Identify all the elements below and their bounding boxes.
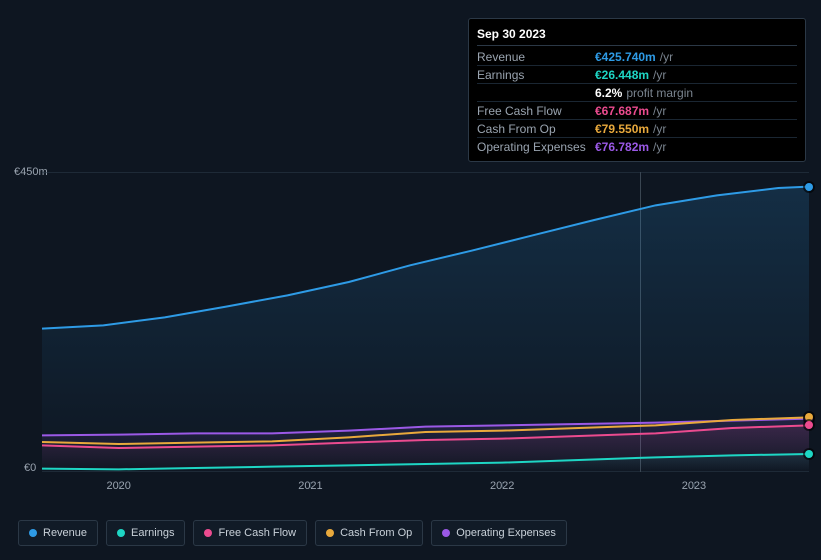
tooltip-row: Operating Expenses€76.782m/yr (477, 138, 797, 155)
legend-dot-icon (326, 529, 334, 537)
tooltip-row-label: Revenue (477, 50, 595, 64)
end-dot-cash-from-op (805, 413, 813, 421)
end-dot-free-cash-flow (805, 421, 813, 429)
tooltip-row: Revenue€425.740m/yr (477, 48, 797, 66)
legend-label: Operating Expenses (456, 527, 556, 539)
tooltip-row-label: Cash From Op (477, 122, 595, 136)
tooltip-row-value: €76.782m (595, 140, 649, 154)
legend-dot-icon (117, 529, 125, 537)
tooltip-row-unit: profit margin (626, 86, 693, 100)
chart-area: €450m €0 2020202120222023 (18, 160, 809, 490)
tooltip-row-value: €79.550m (595, 122, 649, 136)
x-axis-label: 2022 (490, 480, 514, 492)
legend-label: Revenue (43, 527, 87, 539)
legend-label: Cash From Op (340, 527, 412, 539)
x-axis-label: 2021 (298, 480, 322, 492)
tooltip-row-label: Earnings (477, 68, 595, 82)
tooltip-rows: Revenue€425.740m/yrEarnings€26.448m/yr6.… (477, 48, 797, 155)
legend: Revenue Earnings Free Cash Flow Cash From O… (18, 520, 567, 546)
tooltip-row-unit: /yr (653, 104, 666, 118)
legend-label: Earnings (131, 527, 174, 539)
tooltip-row-unit: /yr (653, 140, 666, 154)
legend-earnings[interactable]: Earnings (106, 520, 185, 546)
tooltip-row: Earnings€26.448m/yr (477, 66, 797, 84)
legend-cash-from-op[interactable]: Cash From Op (315, 520, 423, 546)
end-dot-earnings (805, 450, 813, 458)
x-axis-label: 2020 (106, 480, 130, 492)
tooltip-row-value: €26.448m (595, 68, 649, 82)
chart-plot[interactable]: 2020202120222023 (42, 172, 809, 472)
tooltip-row-label: Operating Expenses (477, 140, 595, 154)
end-dot-revenue (805, 183, 813, 191)
legend-revenue[interactable]: Revenue (18, 520, 98, 546)
tooltip-date: Sep 30 2023 (477, 25, 797, 46)
tooltip-row-unit: /yr (660, 50, 673, 64)
tooltip-row-value: €67.687m (595, 104, 649, 118)
legend-dot-icon (442, 529, 450, 537)
y-axis-label-min: €0 (24, 462, 36, 474)
chart-tooltip: Sep 30 2023 Revenue€425.740m/yrEarnings€… (468, 18, 806, 162)
chart-svg (42, 172, 809, 472)
x-axis-label: 2023 (682, 480, 706, 492)
legend-dot-icon (29, 529, 37, 537)
tooltip-row: 6.2% profit margin (477, 84, 797, 102)
legend-operating-expenses[interactable]: Operating Expenses (431, 520, 567, 546)
tooltip-row: Cash From Op€79.550m/yr (477, 120, 797, 138)
tooltip-row-value: 6.2% (595, 86, 622, 100)
tooltip-row-label: Free Cash Flow (477, 104, 595, 118)
tooltip-row-unit: /yr (653, 68, 666, 82)
legend-free-cash-flow[interactable]: Free Cash Flow (193, 520, 307, 546)
legend-label: Free Cash Flow (218, 527, 296, 539)
tooltip-row-value: €425.740m (595, 50, 656, 64)
tooltip-row: Free Cash Flow€67.687m/yr (477, 102, 797, 120)
legend-dot-icon (204, 529, 212, 537)
tooltip-row-unit: /yr (653, 122, 666, 136)
